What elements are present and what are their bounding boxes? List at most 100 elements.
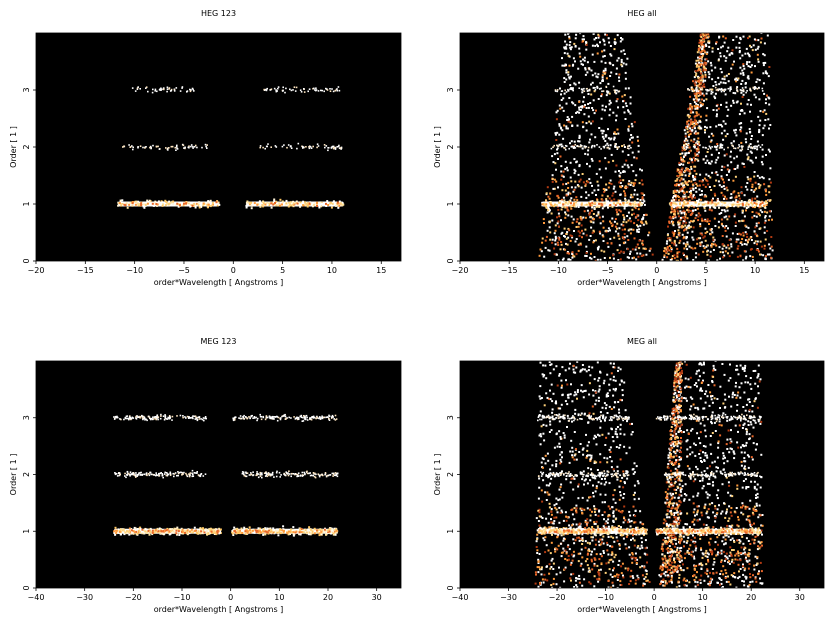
event-point [728,239,731,241]
event-point [699,101,702,104]
band-point [159,472,162,475]
event-point [698,125,701,128]
band-point [313,416,316,419]
band-point [616,202,618,205]
event-point [679,239,682,242]
band-point [166,529,169,532]
event-point [674,210,676,213]
event-point [585,255,588,257]
event-point [694,158,697,160]
band-point [572,89,574,92]
x-tick-label: 5 [280,266,285,275]
event-point [763,210,766,213]
band-point [605,202,608,205]
band-point [303,471,305,474]
band-point [193,90,195,92]
band-point [175,202,177,205]
event-point [628,180,631,183]
band-point [181,473,184,475]
event-point [551,241,554,244]
event-point [697,212,700,215]
event-point [678,221,681,224]
band-point [747,203,750,206]
band-point [295,202,298,204]
event-point [622,170,625,173]
event-point [690,119,693,122]
event-point [565,102,568,105]
band-point [592,203,595,205]
band-point [271,415,274,418]
event-point [621,38,624,41]
band-point [327,147,329,149]
band-point [325,202,327,205]
band-point [757,200,760,203]
band-point [340,146,343,149]
event-point [752,190,755,193]
event-point [699,120,702,123]
event-point [622,214,625,217]
event-point [564,216,567,219]
event-point [605,198,608,200]
event-point [603,43,606,46]
band-point [158,527,161,530]
band-point [120,528,122,531]
band-point [334,414,337,417]
event-point [565,125,568,128]
band-point [172,472,174,475]
event-point [565,43,568,46]
band-point [118,474,121,477]
band-point [122,146,124,148]
band-point [190,528,193,531]
band-point [144,417,146,419]
event-point [561,189,564,192]
event-point [590,93,593,96]
band-point [334,474,336,477]
event-point [725,235,728,238]
band-point [756,88,759,90]
band-point [313,527,316,530]
band-point [544,205,547,208]
band-point [193,205,195,207]
band-point [218,531,221,534]
event-point [557,220,560,223]
band-point [154,90,156,92]
band-point [748,146,751,148]
event-point [728,54,731,57]
band-point [585,145,588,148]
band-point [581,89,584,91]
band-point [141,530,144,533]
event-point [590,220,593,223]
event-point [599,82,602,85]
event-point [606,91,609,94]
event-point [719,257,721,260]
event-point [636,252,639,255]
event-point [666,246,669,248]
band-point [697,204,700,207]
band-point [337,206,340,209]
event-point [610,183,613,185]
event-point [672,195,675,198]
band-point [157,530,160,533]
event-point [694,154,697,157]
event-point [613,132,615,135]
event-point [561,258,564,261]
event-point [685,237,688,240]
band-point [639,201,642,204]
event-point [700,190,703,192]
event-point [698,86,701,89]
event-point [598,160,601,163]
band-point [148,474,151,477]
event-point [622,224,625,227]
band-point [269,89,271,91]
band-point [131,473,133,475]
event-point [565,69,568,72]
band-point [612,85,615,88]
band-point [333,418,335,420]
band-point [633,200,636,203]
band-point [265,471,267,473]
event-point [714,161,717,164]
event-point [570,215,573,218]
event-point [575,160,578,163]
event-point [696,242,699,245]
event-point [559,248,562,251]
